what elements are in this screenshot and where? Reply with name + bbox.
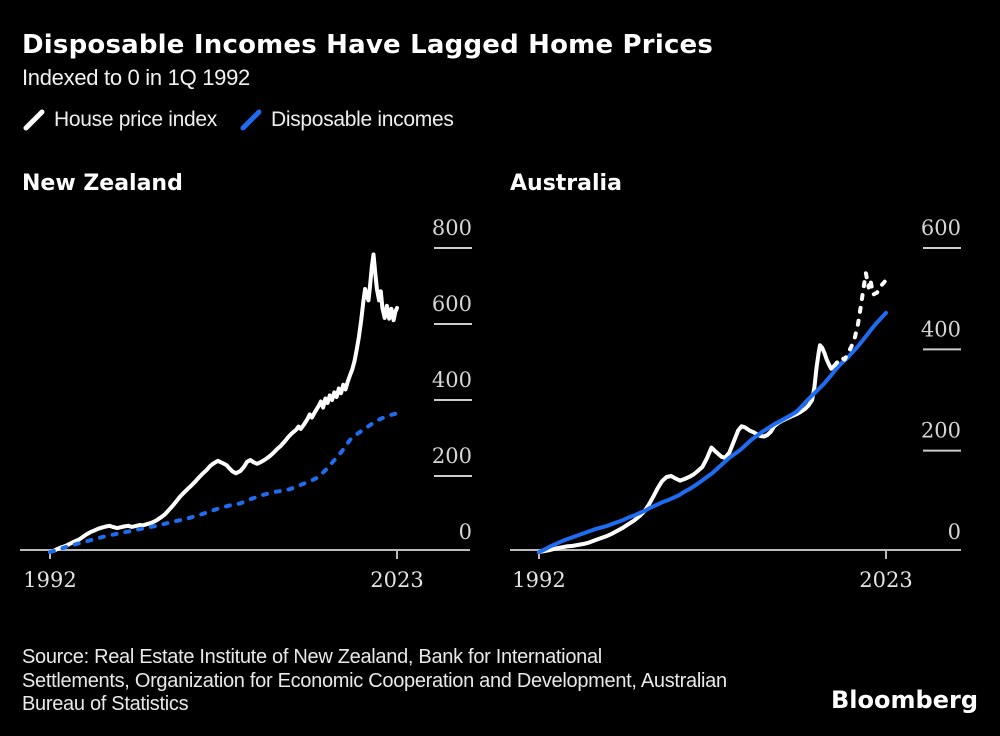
page-subtitle: Indexed to 0 in 1Q 1992 <box>22 65 250 90</box>
panel-title-new-zealand: New Zealand <box>22 171 183 196</box>
series-line-house-price-index <box>537 343 837 554</box>
x-tick-label: 1992 <box>512 568 565 592</box>
legend-label-house-price-index: House price index <box>54 108 217 131</box>
legend-item-disposable-incomes: Disposable incomes <box>239 107 454 133</box>
panel-title-australia: Australia <box>510 171 622 196</box>
bloomberg-logo: Bloomberg <box>831 686 978 714</box>
series-line-disposable-incomes <box>537 310 888 554</box>
x-tick-label: 2023 <box>859 568 912 592</box>
y-tick-label: 0 <box>459 520 472 544</box>
y-tick-label: 400 <box>432 368 472 392</box>
y-tick-label: 0 <box>948 520 961 544</box>
source-line-2: Settlements, Organization for Economic C… <box>22 669 727 692</box>
y-tick-label: 200 <box>432 444 472 468</box>
y-tick-label: 800 <box>432 216 472 240</box>
disposable-incomes-line-swatch-icon <box>240 109 262 131</box>
legend-label-disposable-incomes: Disposable incomes <box>271 108 454 131</box>
page-title: Disposable Incomes Have Lagged Home Pric… <box>22 30 714 60</box>
legend-item-house-price-index: House price index <box>22 107 217 133</box>
series-line-disposable-incomes <box>48 411 399 554</box>
source-line-1: Source: Real Estate Institute of New Zea… <box>22 646 602 668</box>
y-tick-label: 200 <box>921 419 961 443</box>
x-tick-label: 2023 <box>370 568 423 592</box>
source-line-3: Bureau of Statistics <box>22 693 189 715</box>
legend: House price index Disposable incomes <box>22 107 454 133</box>
house-price-line-swatch-icon <box>23 109 45 131</box>
x-tick-label: 1992 <box>23 568 76 592</box>
y-tick-label: 600 <box>921 216 961 240</box>
y-tick-label: 400 <box>921 317 961 341</box>
series-line-house-price-index <box>832 271 887 368</box>
series-line-house-price-index <box>48 252 399 554</box>
source-note: Source: Real Estate Institute of New Zea… <box>22 646 727 717</box>
y-tick-label: 600 <box>432 292 472 316</box>
